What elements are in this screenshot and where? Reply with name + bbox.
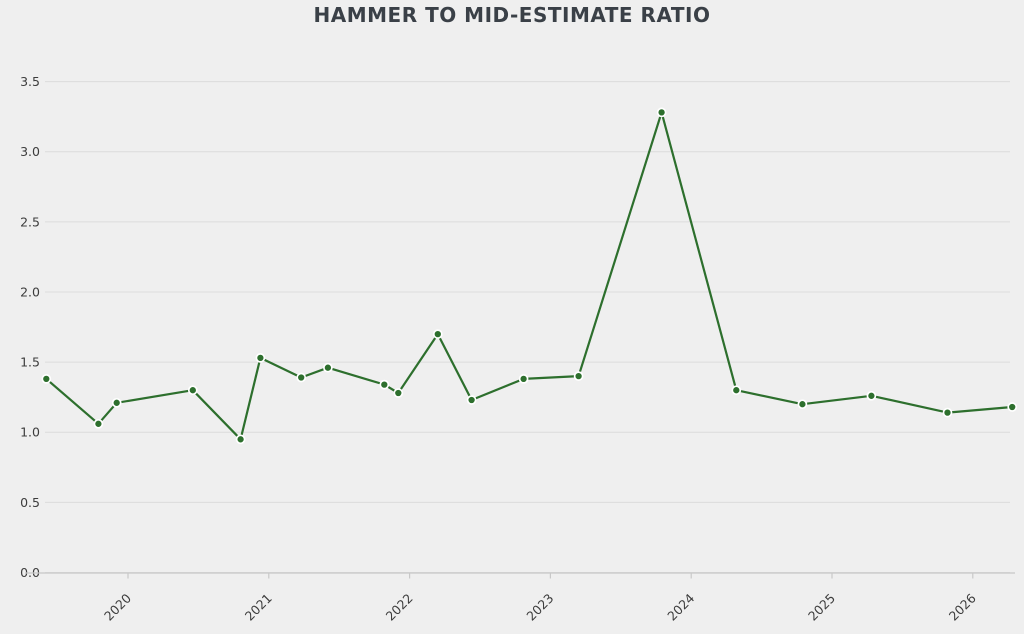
data-point-marker <box>797 399 808 410</box>
x-tick-label: 2020 <box>101 590 134 623</box>
data-point-marker <box>866 390 877 401</box>
data-point-marker <box>296 372 307 383</box>
data-point-marker <box>1007 402 1018 412</box>
y-tick-label: 1.0 <box>20 425 40 440</box>
y-tick-label: 3.0 <box>20 144 40 159</box>
y-tick-label: 2.0 <box>20 284 40 299</box>
data-point-marker <box>379 379 390 390</box>
data-point-marker <box>573 371 584 381</box>
data-point-marker <box>235 434 246 445</box>
x-tick-label: 2025 <box>805 591 838 624</box>
data-point-marker <box>518 374 529 384</box>
data-point-marker <box>942 407 953 418</box>
data-point-marker <box>187 385 198 396</box>
x-tick-label: 2026 <box>946 590 979 623</box>
data-point-marker <box>111 397 122 408</box>
data-point-marker <box>731 385 742 396</box>
y-tick-label: 0.5 <box>20 495 40 510</box>
x-tick-label: 2021 <box>242 591 275 624</box>
x-tick-label: 2024 <box>664 590 697 623</box>
data-point-marker <box>41 374 52 384</box>
y-tick-label: 1.5 <box>20 355 40 370</box>
data-point-marker <box>93 418 104 429</box>
data-point-marker <box>393 388 404 398</box>
data-point-marker <box>323 362 333 373</box>
x-tick-label: 2023 <box>523 591 556 624</box>
data-point-marker <box>432 329 443 339</box>
x-tick-label: 2022 <box>383 591 416 624</box>
data-line <box>45 111 1014 441</box>
y-tick-label: 3.5 <box>20 74 40 89</box>
data-point-marker <box>255 353 266 363</box>
data-point-marker <box>466 395 477 405</box>
chart-title: HAMMER TO MID-ESTIMATE RATIO <box>313 3 711 27</box>
data-point-marker <box>656 107 667 118</box>
y-tick-label: 2.5 <box>20 214 40 229</box>
